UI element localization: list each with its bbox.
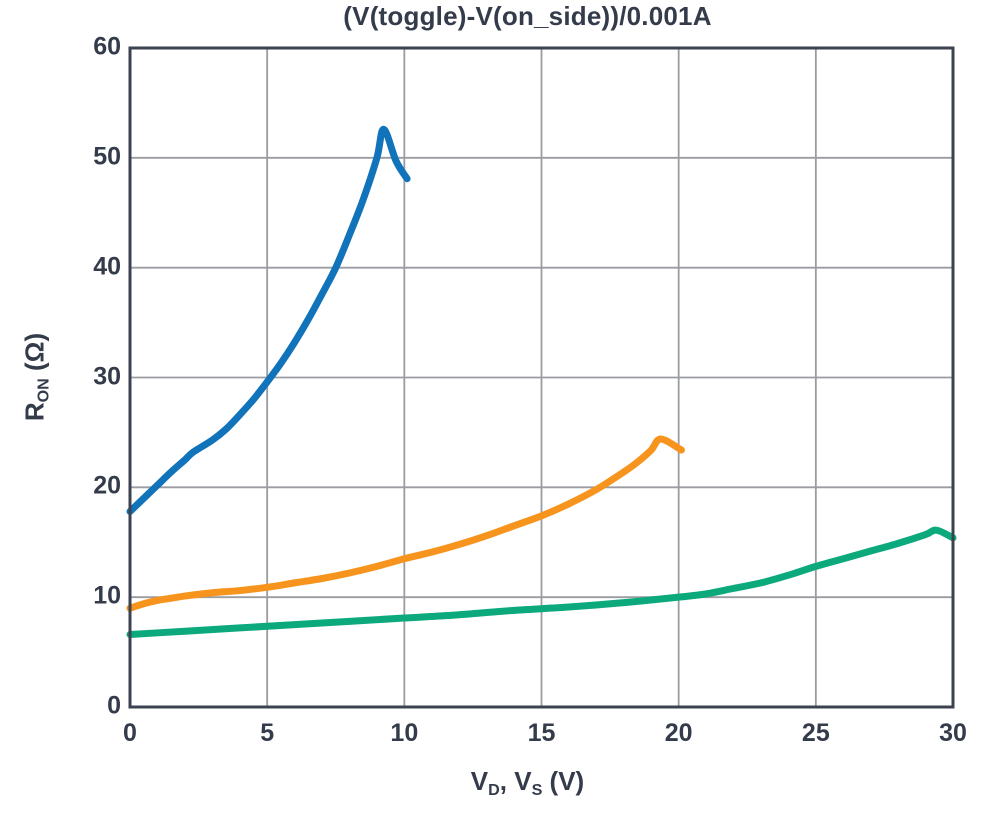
green-curve bbox=[126, 526, 957, 639]
chart-title: (V(toggle)-V(on_side))/0.001A bbox=[343, 1, 712, 31]
label-subscript: S bbox=[531, 780, 543, 799]
label-text: (V) bbox=[542, 766, 585, 796]
x-tick-label: 10 bbox=[390, 719, 419, 747]
x-tick-label: 30 bbox=[939, 719, 967, 747]
y-tick-label: 40 bbox=[93, 251, 121, 280]
y-tick-label: 0 bbox=[107, 691, 121, 720]
x-axis-label: VD, VS (V) bbox=[116, 766, 939, 799]
y-tick-label: 20 bbox=[93, 471, 121, 500]
x-tick-label: 5 bbox=[260, 719, 275, 747]
plot-frame bbox=[128, 46, 955, 709]
blue-curve bbox=[126, 125, 411, 515]
x-tick-label: 15 bbox=[527, 719, 556, 747]
orange-curve bbox=[126, 435, 685, 612]
label-subscript: D bbox=[488, 780, 500, 799]
x-tick-label: 25 bbox=[801, 719, 830, 747]
x-tick-label: 0 bbox=[123, 719, 137, 747]
label-text: , V bbox=[499, 766, 532, 796]
y-tick-label: 10 bbox=[93, 581, 121, 610]
label-text: V bbox=[470, 766, 489, 796]
y-tick-label: 50 bbox=[93, 142, 121, 171]
y-tick-label: 30 bbox=[93, 361, 121, 390]
y-tick-label: 60 bbox=[93, 32, 121, 61]
label-text: R bbox=[19, 402, 50, 422]
x-tick-label: 20 bbox=[664, 719, 693, 747]
